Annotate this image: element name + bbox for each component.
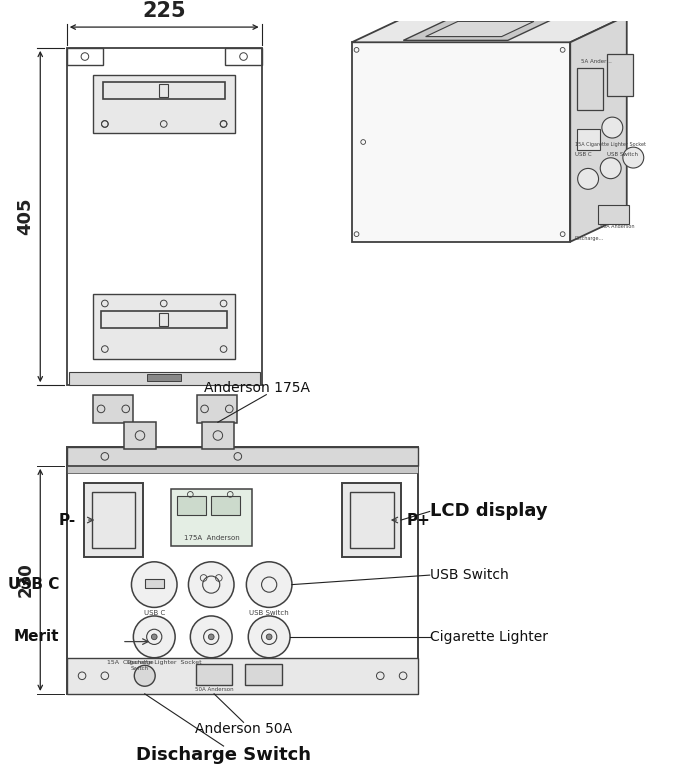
- Text: 15A  Cigarette Lighter  Socket: 15A Cigarette Lighter Socket: [107, 660, 201, 665]
- Bar: [93, 74, 235, 133]
- Polygon shape: [570, 15, 627, 242]
- Text: Switch: Switch: [131, 666, 149, 671]
- Bar: [342, 483, 401, 557]
- Polygon shape: [352, 15, 627, 42]
- Bar: [606, 54, 633, 97]
- Bar: [197, 394, 237, 423]
- Bar: [196, 664, 232, 686]
- Bar: [91, 493, 135, 548]
- Bar: [145, 579, 164, 588]
- Circle shape: [248, 616, 290, 658]
- Text: Merit: Merit: [14, 630, 59, 644]
- Text: Discharge Switch: Discharge Switch: [136, 746, 311, 764]
- Bar: [245, 664, 282, 686]
- Text: 50A Anderson: 50A Anderson: [600, 224, 635, 230]
- Bar: [599, 205, 629, 224]
- Bar: [67, 447, 418, 694]
- Bar: [146, 374, 181, 381]
- Text: 405: 405: [17, 198, 35, 235]
- Circle shape: [266, 634, 272, 640]
- Text: USB C: USB C: [575, 152, 592, 157]
- Circle shape: [188, 561, 234, 607]
- Bar: [159, 84, 169, 97]
- Text: USB Switch: USB Switch: [429, 568, 508, 582]
- Circle shape: [135, 666, 155, 686]
- Polygon shape: [352, 42, 570, 242]
- Bar: [69, 372, 260, 385]
- Circle shape: [600, 158, 621, 178]
- Text: 15A Cigarette Lighter Socket: 15A Cigarette Lighter Socket: [575, 142, 646, 146]
- Text: Discharge: Discharge: [126, 660, 154, 665]
- Text: 175A  Anderson: 175A Anderson: [184, 535, 240, 541]
- Text: USB C: USB C: [8, 577, 59, 592]
- Circle shape: [578, 169, 599, 189]
- Bar: [576, 129, 600, 150]
- Text: Anderson 175A: Anderson 175A: [204, 381, 309, 394]
- Bar: [159, 313, 169, 326]
- Bar: [103, 82, 225, 100]
- Bar: [211, 496, 240, 516]
- Text: Anderson 50A: Anderson 50A: [195, 722, 292, 736]
- Bar: [93, 294, 235, 358]
- Text: 50A Anderson: 50A Anderson: [194, 687, 233, 692]
- Bar: [350, 493, 394, 548]
- Bar: [67, 466, 418, 473]
- Bar: [177, 496, 206, 516]
- Bar: [576, 67, 604, 110]
- Bar: [201, 422, 234, 449]
- Text: USB C: USB C: [144, 611, 165, 617]
- Bar: [67, 658, 418, 694]
- Bar: [124, 422, 156, 449]
- Bar: [67, 48, 261, 385]
- Circle shape: [602, 117, 622, 138]
- Bar: [101, 311, 227, 328]
- Bar: [67, 447, 418, 466]
- Text: USB Switch: USB Switch: [250, 611, 289, 617]
- Text: 230: 230: [17, 562, 35, 597]
- Text: USB Switch: USB Switch: [607, 152, 638, 157]
- Text: LCD display: LCD display: [429, 502, 547, 520]
- Bar: [93, 394, 133, 423]
- Bar: [171, 489, 252, 545]
- Bar: [84, 483, 143, 557]
- Circle shape: [190, 616, 232, 658]
- Text: P-: P-: [59, 512, 77, 528]
- Polygon shape: [404, 18, 556, 41]
- Circle shape: [208, 634, 214, 640]
- Text: 225: 225: [142, 2, 186, 21]
- Text: Cigarette Lighter: Cigarette Lighter: [429, 630, 548, 644]
- Bar: [225, 48, 261, 65]
- Circle shape: [246, 561, 292, 607]
- Bar: [67, 48, 103, 65]
- Circle shape: [151, 634, 157, 640]
- Text: 5A Ander…: 5A Ander…: [581, 59, 613, 64]
- Text: Discharge…: Discharge…: [574, 236, 604, 241]
- Circle shape: [133, 616, 175, 658]
- Polygon shape: [426, 21, 534, 37]
- Circle shape: [132, 561, 177, 607]
- Text: P+: P+: [407, 512, 431, 528]
- Circle shape: [623, 147, 644, 168]
